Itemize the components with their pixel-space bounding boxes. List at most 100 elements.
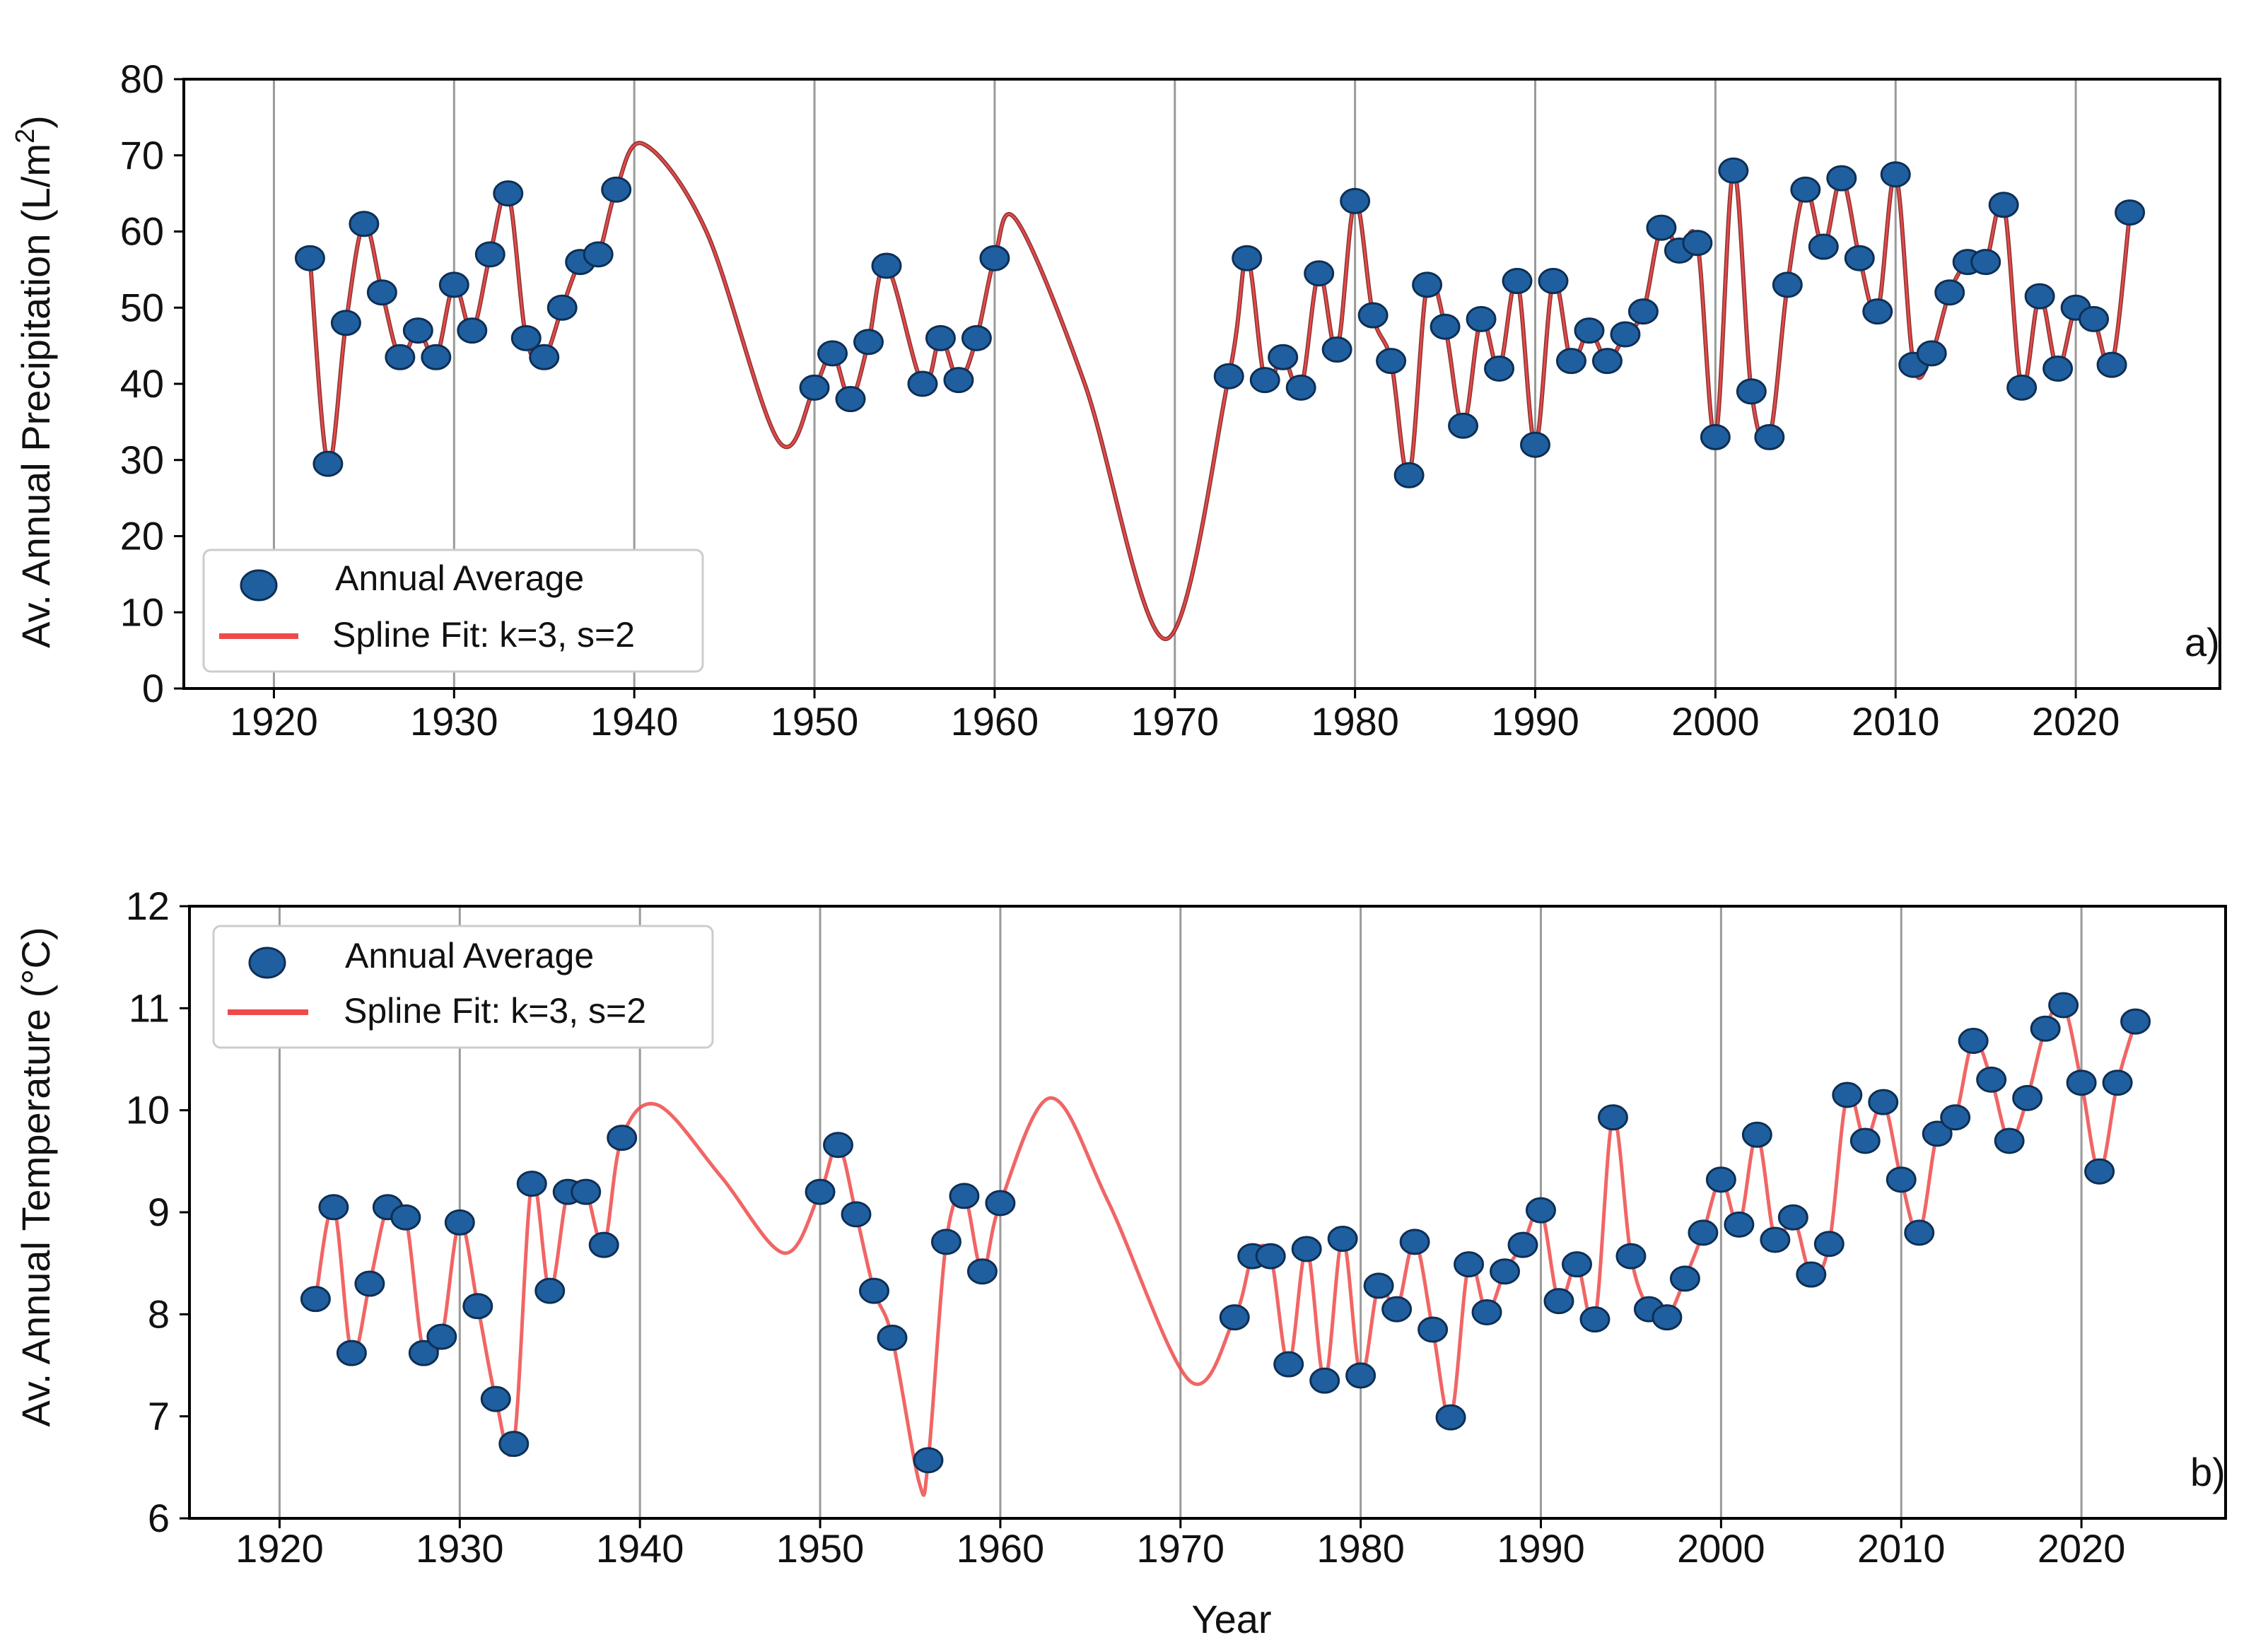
- data-point: [601, 176, 632, 203]
- data-point: [402, 317, 433, 344]
- data-point: [2115, 199, 2146, 226]
- x-tick-label: 2010: [1857, 1526, 1946, 1571]
- legend-box-a: [202, 549, 704, 673]
- data-point: [294, 245, 325, 271]
- data-point: [493, 180, 524, 207]
- x-tick-label: 1940: [596, 1526, 684, 1571]
- points-a: [294, 157, 2146, 488]
- y-tick-label: 6: [148, 1496, 170, 1540]
- data-point: [1345, 1362, 1376, 1389]
- y-ticks-a: 0 10 20 30 40 50 60 70 80: [120, 57, 184, 710]
- grid-a: [272, 79, 2077, 688]
- legend-a: Annual Average Spline Fit: k=3, s=2: [202, 549, 704, 673]
- data-point: [1610, 321, 1641, 348]
- data-point: [1808, 233, 1839, 260]
- panel-label-b: b): [2190, 1450, 2226, 1494]
- data-point: [817, 340, 848, 367]
- data-point: [853, 329, 884, 356]
- x-tick-label: 1920: [230, 699, 318, 744]
- data-point: [1886, 1166, 1917, 1193]
- data-point: [2066, 1069, 2097, 1096]
- y-tick-label: 12: [126, 884, 170, 928]
- data-point: [571, 1178, 602, 1205]
- data-point: [498, 1431, 530, 1458]
- y-tick-label: 30: [120, 438, 164, 482]
- data-point: [1249, 367, 1280, 394]
- data-point: [2012, 1084, 2043, 1111]
- data-point: [823, 1132, 854, 1159]
- data-point: [1255, 1243, 1286, 1270]
- data-point: [1412, 271, 1443, 298]
- y-tick-label: 60: [120, 209, 164, 254]
- data-point: [1471, 1299, 1502, 1325]
- y-tick-label: 70: [120, 133, 164, 177]
- data-point: [1502, 268, 1533, 295]
- data-point: [1273, 1351, 1304, 1378]
- data-point: [1904, 1219, 1935, 1246]
- data-point: [1376, 348, 1407, 375]
- y-tick-label: 9: [148, 1190, 170, 1234]
- data-point: [1309, 1367, 1340, 1394]
- data-point: [1849, 1127, 1881, 1154]
- legend-label-fit-a: Spline Fit: k=3, s=2: [332, 615, 635, 655]
- data-point: [1724, 1211, 1755, 1238]
- data-point: [1543, 1288, 1574, 1315]
- data-point: [1363, 1272, 1394, 1299]
- data-point: [1994, 1127, 2025, 1154]
- data-point: [1597, 1104, 1628, 1131]
- data-point: [1381, 1296, 1413, 1323]
- data-point: [474, 241, 505, 268]
- x-tick-label: 1960: [957, 1526, 1045, 1571]
- data-point: [2030, 1015, 2061, 1042]
- x-ticks-a: 1920 1930 1940 1950 1960 1970 1980 1990 2000 2010…: [230, 688, 2120, 744]
- data-point: [336, 1340, 367, 1366]
- data-point: [300, 1286, 331, 1313]
- legend-label-points-b: Annual Average: [345, 936, 594, 975]
- data-point: [421, 344, 452, 370]
- data-point: [925, 324, 956, 351]
- y-tick-label: 8: [148, 1291, 170, 1336]
- data-point: [1435, 1404, 1466, 1431]
- data-point: [1741, 1121, 1772, 1148]
- x-tick-label: 1930: [416, 1526, 504, 1571]
- data-point: [529, 344, 560, 370]
- data-point: [354, 1270, 385, 1297]
- x-tick-label: 1980: [1311, 699, 1399, 744]
- x-tick-label: 1940: [590, 699, 679, 744]
- data-point: [2120, 1008, 2151, 1035]
- data-point: [2102, 1069, 2133, 1096]
- data-point: [510, 324, 542, 351]
- data-point: [1796, 1261, 1827, 1288]
- data-point: [2006, 374, 2038, 401]
- data-point: [1232, 245, 1263, 271]
- y-axis-title-b: Av. Annual Temperature (°C): [13, 927, 58, 1426]
- data-point: [1418, 1316, 1449, 1343]
- x-tick-label: 1930: [410, 699, 498, 744]
- data-point: [1862, 298, 1893, 325]
- y-tick-label: 11: [129, 985, 170, 1030]
- data-point: [1813, 1231, 1845, 1258]
- data-point: [841, 1201, 872, 1228]
- data-point: [1304, 260, 1335, 287]
- data-point: [1526, 1197, 1557, 1224]
- legend-marker-points-a: [240, 569, 278, 602]
- legend-marker-points-b: [248, 946, 286, 979]
- y-tick-label: 10: [126, 1088, 170, 1132]
- data-point: [913, 1447, 944, 1474]
- legend-b: Annual Average Spline Fit: k=3, s=2: [212, 925, 714, 1049]
- y-tick-label: 40: [120, 361, 164, 406]
- data-point: [312, 450, 344, 477]
- data-point: [1880, 161, 1911, 188]
- y-axis-title-a: Av. Annual Precipitation (L/m2): [11, 115, 58, 648]
- data-point: [2024, 283, 2055, 310]
- data-point: [966, 1258, 998, 1285]
- data-point: [1844, 245, 1875, 271]
- y-ticks-b: 6 7 8 9 10 11 12: [126, 884, 189, 1540]
- data-point: [1718, 157, 1749, 184]
- data-point: [583, 241, 614, 268]
- data-point: [1970, 249, 2001, 276]
- data-point: [1688, 1219, 1719, 1246]
- data-point: [1213, 363, 1244, 389]
- data-point: [799, 374, 830, 401]
